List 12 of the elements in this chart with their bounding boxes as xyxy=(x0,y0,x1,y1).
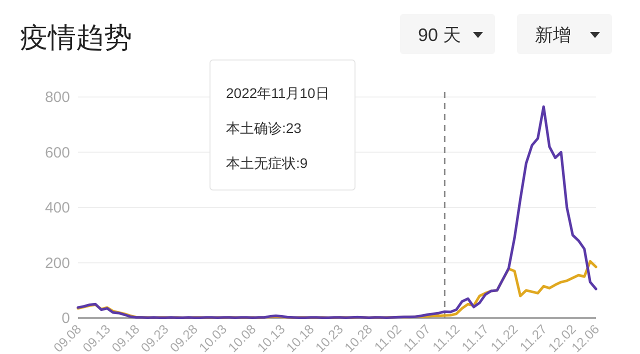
y-tick-label: 200 xyxy=(44,254,70,272)
y-tick-label: 0 xyxy=(62,310,70,327)
y-tick-label: 800 xyxy=(44,89,70,106)
y-tick-label: 400 xyxy=(44,200,70,216)
text: 90 天 xyxy=(418,25,462,45)
annotation: 本土确诊:23 xyxy=(226,120,302,136)
chart-title: 疫情趋势 xyxy=(20,22,132,53)
annotation: 2022年11月10日 xyxy=(226,85,330,101)
line-series xyxy=(76,105,598,320)
y-tick-label: 600 xyxy=(44,144,70,162)
text: 新增 xyxy=(535,25,571,45)
annotation: 本土无症状:9 xyxy=(226,155,308,171)
